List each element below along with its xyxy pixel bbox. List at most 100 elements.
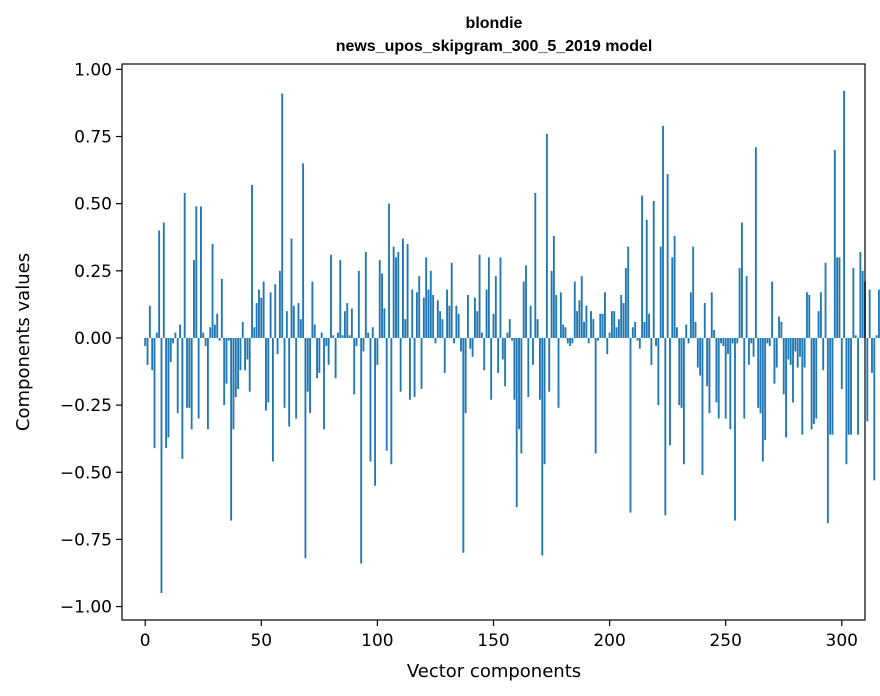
bar-254 (734, 337, 736, 521)
bar-178 (557, 337, 560, 408)
bar-299 (838, 257, 841, 338)
bar-198 (604, 292, 606, 338)
bar-211 (634, 321, 637, 338)
bar-47 (253, 327, 256, 338)
bar-156 (506, 332, 509, 338)
bar-252 (729, 337, 732, 430)
bar-239 (699, 337, 702, 376)
bar-291 (819, 292, 822, 338)
bar-261 (750, 337, 753, 344)
bar-103 (383, 308, 386, 338)
bar-76 (320, 332, 323, 338)
bar-161 (518, 337, 520, 430)
bar-30 (213, 324, 216, 338)
bar-192 (590, 311, 592, 338)
bar-251 (727, 337, 729, 355)
bar-79 (327, 337, 330, 365)
bar-86 (343, 311, 346, 338)
bar-169 (536, 319, 539, 338)
bar-14 (176, 337, 179, 414)
bar-145 (480, 332, 483, 338)
bar-52 (265, 337, 267, 411)
bar-309 (861, 270, 864, 338)
bar-54 (269, 292, 272, 338)
bar-269 (768, 337, 771, 347)
bar-22 (195, 206, 198, 338)
bar-50 (260, 297, 263, 338)
bar-42 (241, 321, 244, 338)
bar-60 (283, 337, 286, 408)
bar-236 (692, 246, 695, 338)
bar-19 (188, 337, 191, 408)
bar-1 (146, 337, 149, 365)
bar-206 (622, 303, 625, 338)
bar-110 (399, 337, 402, 392)
bar-314 (873, 337, 876, 481)
bar-257 (741, 222, 743, 338)
bar-67 (299, 319, 302, 338)
bar-217 (648, 313, 650, 338)
bar-3 (151, 337, 154, 371)
y-tick-label: 0.00 (74, 329, 112, 349)
x-tick-label: 150 (477, 631, 509, 651)
bar-184 (571, 337, 574, 344)
bar-13 (174, 332, 177, 338)
bar-300 (840, 337, 843, 389)
bar-173 (545, 133, 548, 338)
bar-66 (297, 303, 300, 338)
bar-221 (657, 337, 660, 406)
bar-99 (374, 337, 377, 486)
bar-137 (462, 337, 465, 553)
bar-167 (532, 337, 534, 365)
bar-144 (478, 254, 481, 338)
bar-204 (617, 319, 620, 338)
y-tick-label: 1.00 (74, 60, 112, 80)
bar-285 (806, 292, 808, 338)
bar-112 (404, 319, 407, 338)
bar-179 (559, 292, 562, 338)
x-tick-label: 200 (593, 631, 625, 651)
bar-268 (766, 337, 769, 344)
bar-98 (371, 327, 374, 338)
bar-59 (281, 93, 284, 338)
y-tick-label: −0.25 (60, 396, 112, 416)
bar-210 (631, 327, 634, 338)
bar-278 (789, 337, 792, 365)
bar-312 (868, 289, 871, 338)
bar-0 (144, 337, 147, 347)
x-tick-label: 50 (250, 631, 272, 651)
bar-17 (183, 192, 186, 338)
bar-88 (348, 335, 351, 338)
bar-280 (794, 337, 797, 352)
bar-263 (754, 147, 757, 338)
bar-289 (815, 337, 818, 419)
bar-39 (234, 337, 237, 398)
bar-115 (411, 289, 414, 338)
bar-113 (406, 243, 409, 338)
bar-24 (200, 206, 202, 338)
bar-218 (650, 337, 653, 365)
bar-308 (859, 252, 862, 338)
bar-53 (267, 337, 270, 403)
bar-36 (227, 337, 230, 341)
bar-61 (285, 311, 288, 338)
bar-276 (785, 337, 787, 438)
bar-32 (218, 337, 221, 341)
bar-224 (664, 337, 667, 516)
bar-48 (255, 303, 258, 338)
bar-271 (773, 337, 776, 384)
bar-147 (485, 289, 488, 338)
bar-6 (158, 230, 161, 338)
bar-72 (311, 281, 314, 338)
bar-203 (615, 327, 618, 338)
bar-240 (701, 337, 704, 475)
bar-306 (854, 335, 857, 338)
bar-290 (817, 311, 820, 338)
bar-311 (866, 337, 869, 422)
bar-120 (422, 297, 425, 338)
bar-187 (578, 300, 581, 338)
bar-249 (722, 337, 725, 347)
bar-176 (552, 235, 555, 338)
bar-93 (360, 337, 363, 564)
bar-91 (355, 337, 358, 347)
